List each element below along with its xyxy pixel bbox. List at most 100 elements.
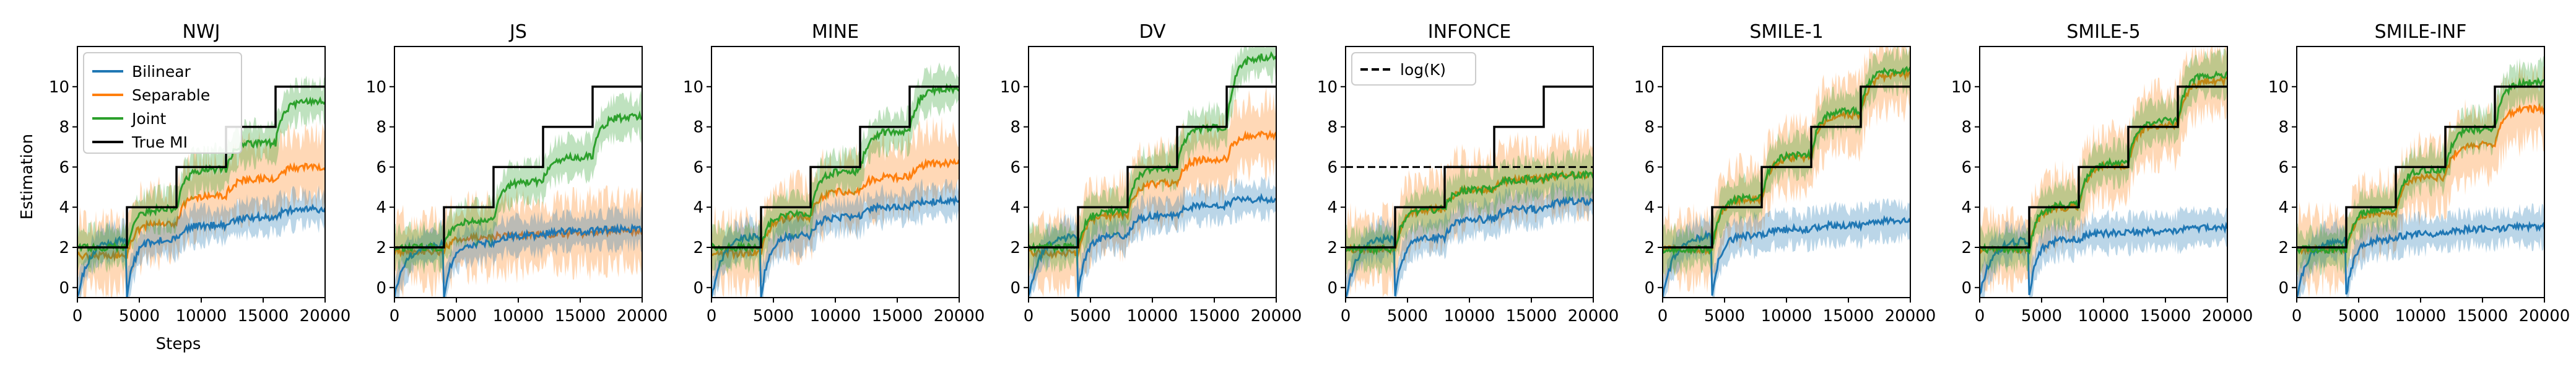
band-separable (1980, 46, 2227, 295)
x-tick-label: 10000 (810, 307, 861, 326)
y-tick-label: 10 (1000, 78, 1020, 97)
x-tick-label: 0 (1975, 307, 1985, 326)
band-separable (711, 116, 959, 298)
legend: Bilinear Separable Joint True MI (83, 52, 242, 154)
y-tick-label: 6 (1010, 158, 1020, 177)
plot-area (2297, 56, 2544, 298)
y-tick-label: 2 (1010, 239, 1020, 257)
y-tick-label: 6 (1644, 158, 1655, 177)
series-bilinear (1663, 215, 1910, 298)
y-tick-label: 6 (376, 158, 386, 177)
panel-title: SMILE-1 (1749, 21, 1823, 43)
x-tick-label: 15000 (238, 307, 289, 326)
y-tick-label: 4 (1010, 198, 1020, 217)
y-tick-label: 6 (59, 158, 69, 177)
y-tick-label: 4 (1327, 198, 1338, 217)
panel-title: SMILE-INF (2375, 21, 2467, 43)
x-tick-label: 10000 (1761, 307, 1812, 326)
y-tick-label: 8 (693, 118, 703, 137)
x-tick-label: 5000 (753, 307, 794, 326)
series-bilinear (394, 223, 642, 298)
legend-label: log(K) (1400, 61, 1446, 79)
y-tick-label: 4 (1644, 198, 1655, 217)
y-tick-label: 0 (1010, 279, 1020, 298)
band-bilinear (77, 185, 325, 298)
series-bilinear (711, 194, 959, 298)
series-separable (1029, 129, 1276, 260)
x-tick-label: 10000 (1127, 307, 1178, 326)
band-joint (1663, 46, 1910, 277)
panel-title: MINE (812, 21, 859, 43)
x-tick-label: 10000 (2078, 307, 2130, 326)
y-tick-label: 0 (1644, 279, 1655, 298)
y-tick-label: 2 (59, 239, 69, 257)
x-tick-label: 5000 (1704, 307, 1745, 326)
x-tick-label: 15000 (2140, 307, 2191, 326)
x-tick-label: 0 (72, 307, 83, 326)
x-tick-label: 20000 (300, 307, 351, 326)
y-tick-label: 2 (1644, 239, 1655, 257)
x-tick-label: 0 (1341, 307, 1351, 326)
legend-label: True MI (131, 133, 188, 151)
y-tick-label: 8 (1961, 118, 1972, 137)
series-bilinear (1346, 196, 1593, 298)
y-tick-label: 10 (1951, 78, 1972, 97)
y-tick-label: 8 (1010, 118, 1020, 137)
y-tick-label: 4 (376, 198, 386, 217)
series-bilinear (77, 203, 325, 298)
panel-title: NWJ (183, 21, 220, 43)
x-tick-label: 5000 (2338, 307, 2379, 326)
series-joint (1346, 170, 1593, 256)
series-true-mi (77, 86, 325, 249)
series-separable (1980, 74, 2227, 255)
panel-title: INFONCE (1428, 21, 1512, 43)
y-tick-label: 8 (1644, 118, 1655, 137)
series-bilinear (2297, 221, 2544, 298)
y-tick-label: 4 (59, 198, 69, 217)
x-tick-label: 15000 (1506, 307, 1557, 326)
x-tick-label: 0 (707, 307, 717, 326)
plot-area (1346, 86, 1593, 298)
y-tick-label: 2 (376, 239, 386, 257)
legend-label: Bilinear (132, 63, 191, 81)
y-tick-label: 6 (693, 158, 703, 177)
y-tick-label: 6 (1961, 158, 1972, 177)
y-tick-label: 10 (683, 78, 703, 97)
x-tick-label: 10000 (176, 307, 227, 326)
plot-area (1663, 46, 1910, 298)
series-separable (711, 157, 959, 260)
band-bilinear (2297, 203, 2544, 298)
series-separable (77, 162, 325, 262)
panel-mine: MINE 0 2 4 6 8 10 0 5000 10000 15000 20000 (683, 21, 985, 326)
x-tick-label: 0 (1024, 307, 1034, 326)
band-separable (77, 120, 325, 298)
series-true-mi (394, 86, 642, 249)
panel-title: SMILE-5 (2066, 21, 2140, 43)
x-tick-label: 0 (1658, 307, 1668, 326)
x-tick-label: 5000 (2021, 307, 2062, 326)
x-tick-label: 10000 (2395, 307, 2447, 326)
band-joint (1980, 48, 2227, 277)
series-true-mi (1029, 86, 1276, 249)
y-axis-label: Estimation (18, 134, 37, 219)
y-tick-label: 0 (1961, 279, 1972, 298)
y-tick-label: 10 (49, 78, 69, 97)
x-tick-label: 15000 (1823, 307, 1874, 326)
x-tick-label: 20000 (2519, 307, 2570, 326)
panel-smile-1: SMILE-1 0 2 4 6 8 10 0 5000 10000 15000 20000 (1634, 21, 1936, 326)
y-tick-label: 10 (1634, 78, 1655, 97)
series-true-mi (1980, 86, 2227, 249)
x-tick-label: 20000 (1251, 307, 1302, 326)
panel-nwj: NWJ 0 2 4 6 8 10 0 5000 10000 15000 20000 Bilinear Se… (49, 21, 350, 326)
panel-smile-inf: SMILE-INF 0 2 4 6 8 10 0 5000 10000 15000 20000 (2268, 21, 2570, 326)
y-tick-label: 2 (693, 239, 703, 257)
y-tick-label: 0 (693, 279, 703, 298)
band-separable (1663, 46, 1910, 296)
y-tick-label: 10 (2268, 78, 2289, 97)
band-bilinear (1663, 198, 1910, 298)
legend-box (1351, 52, 1476, 86)
x-tick-label: 0 (2292, 307, 2302, 326)
x-tick-label: 20000 (617, 307, 668, 326)
panel-title: JS (508, 21, 527, 43)
